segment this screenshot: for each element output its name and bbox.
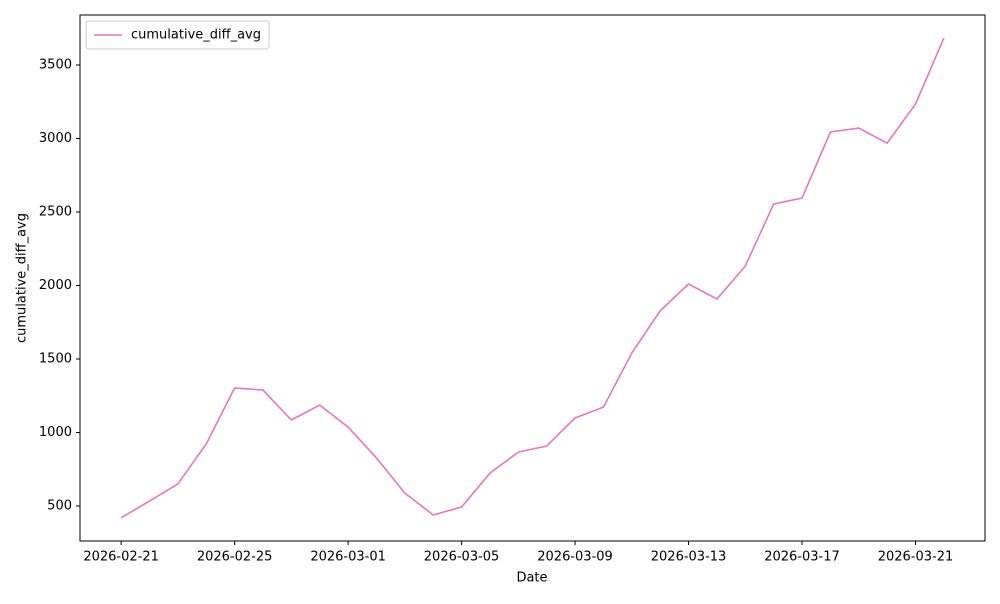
x-tick-label: 2026-03-13	[651, 550, 727, 565]
y-tick-label: 2500	[39, 204, 72, 219]
plot-frame	[79, 14, 986, 542]
y-tick-label: 1000	[39, 425, 72, 440]
y-axis-label: cumulative_diff_avg	[15, 213, 30, 343]
x-tick-label: 2026-03-05	[424, 550, 500, 565]
x-axis-label: Date	[516, 571, 547, 586]
legend-label: cumulative_diff_avg	[131, 28, 261, 43]
y-tick-label: 3500	[39, 57, 72, 72]
y-tick-label: 1500	[39, 352, 72, 367]
x-tick-label: 2026-03-21	[878, 550, 954, 565]
legend-box	[85, 20, 270, 50]
x-tick-label: 2026-03-17	[764, 550, 840, 565]
x-tick-label: 2026-03-09	[537, 550, 613, 565]
line-series	[120, 37, 945, 519]
y-tick-label: 500	[47, 499, 72, 514]
x-tick-label: 2026-02-21	[83, 550, 159, 565]
x-tick-label: 2026-03-01	[310, 550, 386, 565]
x-tick-label: 2026-02-25	[197, 550, 273, 565]
y-tick-label: 2000	[39, 278, 72, 293]
y-tick-label: 3000	[39, 131, 72, 146]
